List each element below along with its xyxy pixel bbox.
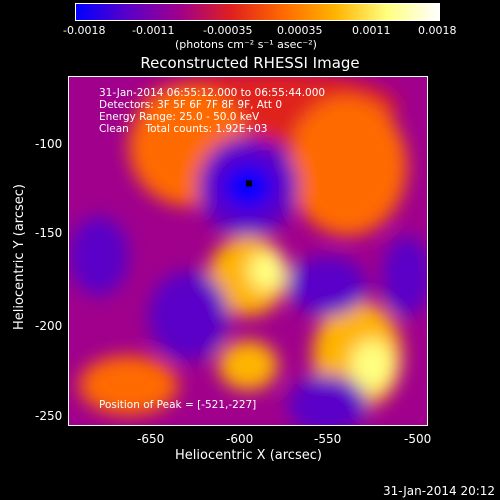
x-axis-label: Heliocentric X (arcsec) — [175, 448, 322, 463]
y-tick: -200 — [35, 319, 63, 333]
plot-title: Reconstructed RHESSI Image — [140, 54, 360, 72]
colorbar-tick: 0.0011 — [352, 24, 391, 37]
rhessi-image — [69, 77, 427, 425]
x-tick: -500 — [404, 432, 432, 446]
info-time: 31-Jan-2014 06:55:12.000 to 06:55:44.000 — [99, 87, 326, 99]
colorbar-tick: 0.00035 — [277, 24, 323, 37]
colorbar-tick: -0.00035 — [203, 24, 253, 37]
x-tick: -600 — [226, 432, 254, 446]
colorbar-tick: -0.0018 — [63, 24, 106, 37]
y-tick: -100 — [35, 137, 63, 151]
info-detectors: Detectors: 3F 5F 6F 7F 8F 9F, Att 0 — [99, 99, 283, 111]
colorbar — [75, 3, 440, 21]
y-axis-label: Heliocentric Y (arcsec) — [12, 184, 27, 330]
x-tick: -650 — [137, 432, 165, 446]
rhessi-image-panel: 31-Jan-2014 06:55:12.000 to 06:55:44.000… — [68, 76, 428, 426]
y-tick: -150 — [35, 226, 63, 240]
colorbar-tick: -0.0011 — [132, 24, 175, 37]
info-clean: Clean Total counts: 1.92E+03 — [99, 123, 268, 135]
timestamp: 31-Jan-2014 20:12 — [383, 484, 496, 498]
x-tick: -550 — [314, 432, 342, 446]
y-tick: -250 — [35, 409, 63, 423]
colorbar-unit: (photons cm⁻² s⁻¹ asec⁻²) — [175, 38, 317, 51]
info-energy: Energy Range: 25.0 - 50.0 keV — [99, 111, 260, 123]
peak-position: Position of Peak = [-521,-227] — [99, 399, 257, 411]
colorbar-tick: 0.0018 — [418, 24, 457, 37]
